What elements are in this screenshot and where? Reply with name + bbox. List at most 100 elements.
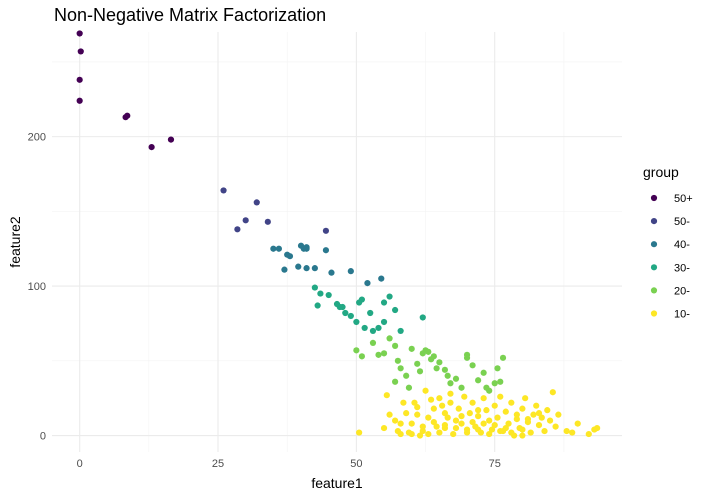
data-point (475, 407, 482, 414)
data-point (480, 369, 487, 376)
data-point (408, 420, 415, 427)
y-axis-label: feature2 (7, 216, 23, 268)
data-point (499, 354, 507, 361)
data-point (397, 430, 404, 438)
data-point (281, 266, 288, 273)
data-point (447, 399, 454, 406)
data-point (369, 339, 377, 346)
data-point (242, 217, 249, 224)
data-point (425, 430, 432, 438)
data-point (380, 350, 388, 357)
data-point (533, 402, 540, 409)
y-tick-label: 100 (28, 281, 46, 293)
data-point (538, 414, 545, 421)
data-point (303, 245, 310, 252)
legend-key (650, 194, 658, 202)
data-point (441, 410, 449, 417)
data-point (497, 427, 504, 435)
data-point (76, 30, 83, 37)
data-point (76, 97, 83, 104)
legend-key (650, 218, 658, 225)
legend-label: 10- (674, 309, 690, 321)
data-point (322, 227, 330, 234)
data-point (430, 405, 437, 412)
data-point (569, 429, 576, 436)
data-point (167, 136, 175, 143)
data-point (394, 357, 401, 364)
data-point (447, 390, 454, 397)
data-point (433, 365, 440, 372)
data-point (475, 413, 482, 420)
data-point (400, 399, 407, 406)
data-point (380, 318, 388, 326)
data-point (425, 348, 432, 355)
data-point (347, 312, 354, 320)
data-point (367, 309, 374, 317)
data-point (502, 408, 509, 415)
data-point (469, 399, 476, 406)
data-point (463, 351, 471, 358)
data-point (419, 423, 426, 430)
data-point (403, 372, 410, 379)
data-point (353, 347, 360, 354)
data-point (544, 407, 551, 414)
data-point (444, 414, 451, 421)
data-point (317, 290, 324, 297)
data-point (361, 324, 368, 332)
y-tick-label: 0 (40, 431, 46, 443)
data-point (353, 318, 360, 326)
data-point (422, 387, 429, 394)
data-point (392, 378, 399, 385)
legend: group 50+ 50- 40- 30- 20- 10- (643, 164, 693, 321)
data-point (234, 226, 241, 233)
data-point (535, 421, 543, 429)
data-point (364, 280, 371, 287)
y-axis-ticks: 0 100 200 (28, 132, 46, 443)
data-point (275, 245, 282, 252)
data-point (527, 429, 534, 436)
data-point (392, 342, 399, 349)
data-point (585, 430, 592, 438)
data-point (439, 402, 446, 409)
legend-key (650, 241, 658, 248)
data-point (436, 359, 443, 366)
data-point (419, 427, 426, 435)
data-point (530, 411, 537, 418)
data-point (497, 378, 504, 385)
x-axis-label: feature1 (311, 475, 363, 491)
data-point (513, 411, 520, 418)
x-tick-label: 25 (212, 458, 224, 470)
data-point (386, 293, 393, 300)
data-point (148, 143, 155, 151)
data-point (386, 411, 393, 418)
data-point (458, 384, 465, 391)
data-point (386, 335, 393, 342)
data-point (461, 393, 468, 400)
data-point (458, 420, 465, 427)
data-point (486, 417, 493, 424)
data-point (513, 416, 520, 423)
grid-lines (52, 32, 622, 452)
data-point (430, 419, 437, 426)
x-tick-label: 50 (350, 458, 362, 470)
legend-title: group (643, 164, 679, 180)
data-point (494, 365, 501, 372)
data-point (295, 263, 302, 270)
data-point (347, 268, 354, 275)
y-tick-label: 200 (28, 132, 46, 144)
data-point (552, 423, 559, 430)
data-point (325, 291, 332, 299)
data-point (574, 420, 581, 427)
data-point (535, 410, 543, 417)
legend-key (650, 310, 658, 317)
data-point (508, 399, 515, 406)
data-point (497, 393, 504, 400)
data-point (369, 327, 377, 335)
data-point (491, 421, 498, 429)
data-point (378, 275, 385, 282)
data-point (286, 253, 294, 260)
data-point (408, 430, 415, 438)
data-point (458, 413, 465, 420)
data-point (522, 395, 529, 402)
